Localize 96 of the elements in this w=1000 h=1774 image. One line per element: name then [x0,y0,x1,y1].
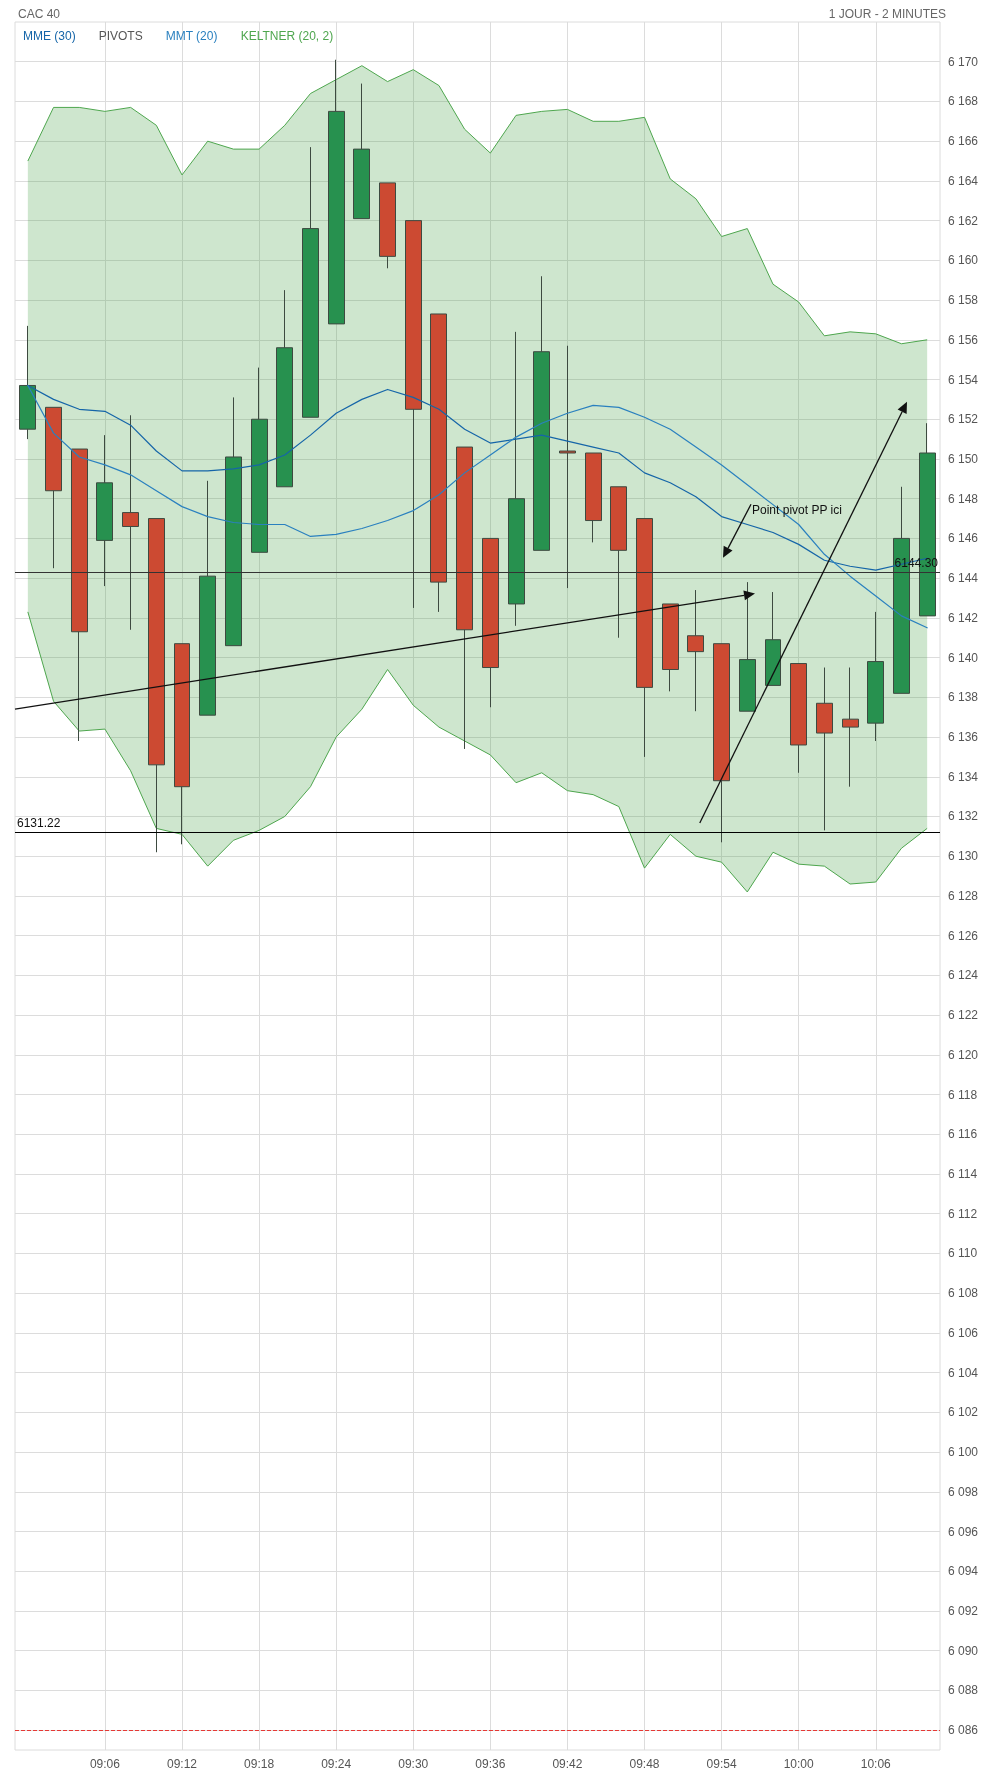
y-tick-label: 6 144 [948,571,979,586]
x-tick-label: 09:24 [321,1757,352,1771]
y-tick-label: 6 134 [948,769,979,784]
x-tick-label: 09:12 [167,1757,198,1771]
y-tick-label: 6 106 [948,1325,979,1340]
y-tick-label: 6 164 [948,173,979,188]
candlestick [174,643,190,845]
y-tick-label: 6 130 [948,849,979,864]
candlestick [636,518,653,758]
y-tick-label: 6 152 [948,412,979,427]
candlestick [482,537,499,708]
text: KELTNER (20, 2) [240,29,334,43]
candlestick [353,83,370,220]
x-tick-label: 10:06 [860,1757,892,1771]
y-tick-label: 6 154 [948,372,979,387]
y-tick-label: 6 126 [948,928,979,943]
candlestick [302,146,319,418]
candlestick [713,643,730,843]
candlestick [687,589,704,712]
x-tick-label: 09:48 [629,1757,660,1771]
candlestick [276,289,293,488]
ref-line-label: 6131.22 [17,815,61,830]
y-tick-label: 6 146 [948,531,979,546]
candlestick [508,331,525,627]
x-tick-label: 09:06 [89,1757,121,1771]
y-tick-label: 6 110 [948,1246,978,1261]
y-tick-label: 6 118 [948,1087,978,1102]
y-tick-label: 6 096 [948,1524,979,1539]
candlestick [867,611,884,742]
candlestick [430,313,447,613]
x-tick-label: 09:18 [244,1757,275,1771]
x-tick-label: 09:30 [398,1757,429,1771]
candlestick [122,414,139,631]
y-tick-label: 6 124 [948,968,979,983]
candlestick [790,663,807,774]
y-tick-label: 6 128 [948,888,979,903]
y-tick-label: 6 102 [948,1405,979,1420]
candlestick [765,591,781,686]
chart-title: CAC 40 [18,7,61,21]
y-tick-label: 6 142 [948,610,979,625]
y-tick-label: 6 116 [948,1127,978,1142]
y-tick-label: 6 088 [948,1683,979,1698]
x-tick-label: 09:54 [706,1757,737,1771]
x-tick-label: 09:36 [475,1757,506,1771]
candlestick [328,59,345,325]
x-tick-label: 09:42 [552,1757,583,1771]
candlestick [405,220,422,609]
y-tick-label: 6 092 [948,1603,979,1618]
candlestick [585,452,602,543]
x-tick-label: 10:00 [783,1757,815,1771]
text: MME (30) [23,29,76,43]
candlestick [71,448,88,742]
y-tick-label: 6 086 [948,1723,979,1738]
y-tick-label: 6 122 [948,1008,979,1023]
y-tick-label: 6 140 [948,650,979,665]
candlestick [816,667,833,831]
y-tick-label: 6 132 [948,809,979,824]
y-tick-label: 6 158 [948,293,979,308]
y-tick-label: 6 148 [948,491,979,506]
y-tick-label: 6 162 [948,213,979,228]
y-tick-label: 6 150 [948,451,979,466]
candlestick [45,406,62,569]
y-tick-label: 6 168 [948,94,979,109]
y-tick-label: 6 156 [948,332,979,347]
y-tick-label: 6 094 [948,1564,979,1579]
y-tick-label: 6 136 [948,730,979,745]
text: MMT (20) [165,29,218,43]
candlestick [662,603,679,692]
candlestick [610,486,627,639]
candlestick [225,396,242,647]
candlestick [148,518,165,853]
annotation: Point pivot PP ici [752,502,842,517]
candlestick [199,480,216,716]
annotation: PIVOTS [98,29,143,43]
candlestick [559,345,576,589]
candlestick [251,367,268,553]
y-tick-label: 6 090 [948,1643,979,1658]
candlestick [533,275,550,551]
y-tick-label: 6 104 [948,1365,979,1380]
candlestick [739,581,756,712]
y-tick-label: 6 166 [948,134,979,149]
y-tick-label: 6 112 [948,1206,978,1221]
chart-subtitle: 1 JOUR - 2 MINUTES [828,7,947,21]
y-tick-label: 6 120 [948,1047,979,1062]
y-tick-label: 6 114 [948,1167,978,1181]
candlestick [19,325,36,440]
y-tick-label: 6 100 [948,1445,979,1460]
candlestick [96,434,113,587]
y-tick-label: 6 160 [948,253,979,268]
y-tick-label: 6 108 [948,1286,979,1301]
y-tick-label: 6 138 [948,690,979,705]
candlestick [456,446,473,750]
y-tick-label: 6 098 [948,1484,979,1499]
candlestick [379,182,396,269]
candlestick [842,667,859,788]
y-tick-label: 6 170 [948,54,979,69]
